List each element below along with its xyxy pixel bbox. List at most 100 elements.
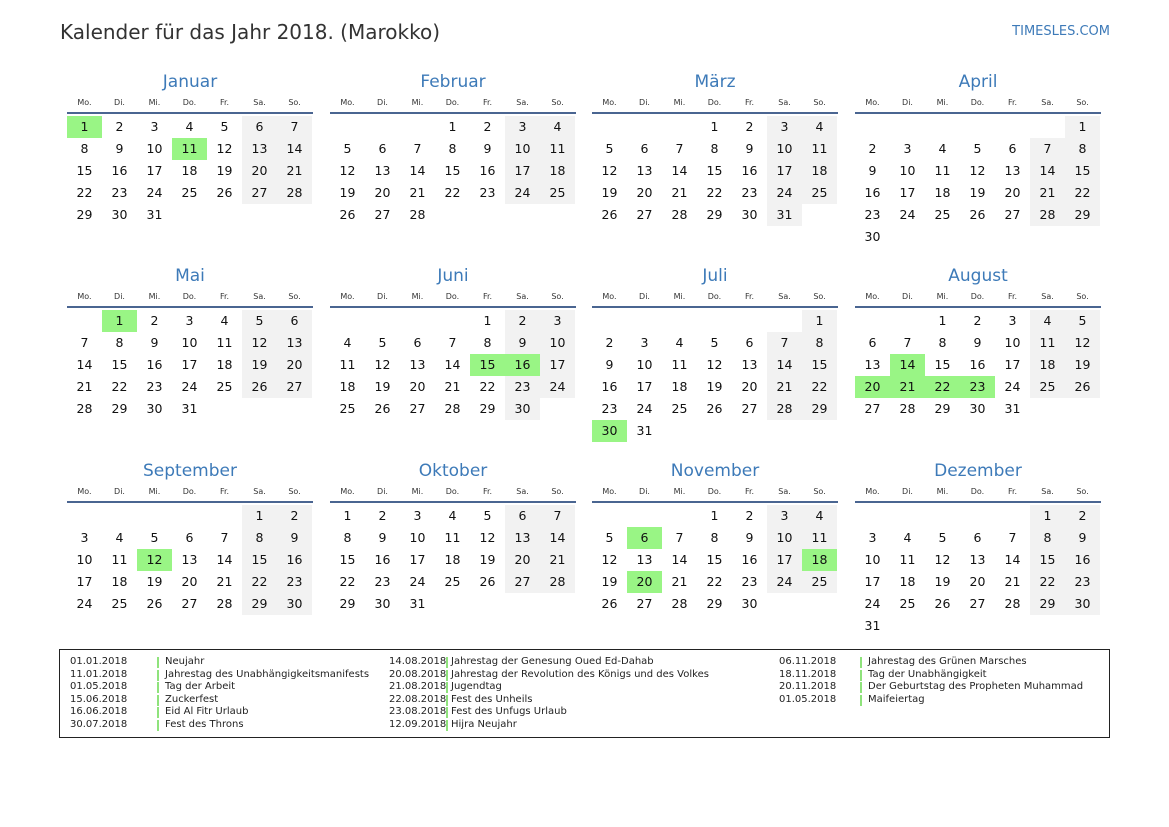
day-cell[interactable]: 2 (505, 310, 540, 332)
day-cell[interactable]: 4 (938, 141, 947, 156)
day-cell[interactable]: 11 (671, 357, 688, 372)
day-cell[interactable]: 13 (242, 138, 277, 160)
day-cell[interactable]: 27 (636, 207, 653, 222)
day-cell[interactable]: 7 (448, 335, 457, 350)
day-cell[interactable]: 12 (374, 357, 391, 372)
day-cell[interactable]: 11 (802, 527, 837, 549)
day-cell[interactable]: 10 (767, 138, 802, 160)
day-cell[interactable]: 3 (80, 530, 89, 545)
holiday-day-cell[interactable]: 21 (890, 376, 925, 398)
day-cell[interactable]: 9 (745, 141, 754, 156)
day-cell[interactable]: 10 (409, 530, 426, 545)
day-cell[interactable]: 14 (277, 138, 312, 160)
day-cell[interactable]: 4 (802, 116, 837, 138)
day-cell[interactable]: 22 (706, 185, 723, 200)
day-cell[interactable]: 25 (540, 182, 575, 204)
day-cell[interactable]: 22 (1030, 571, 1065, 593)
day-cell[interactable]: 12 (479, 530, 496, 545)
day-cell[interactable]: 27 (741, 401, 758, 416)
day-cell[interactable]: 15 (339, 552, 356, 567)
day-cell[interactable]: 3 (413, 508, 422, 523)
day-cell[interactable]: 9 (868, 163, 877, 178)
day-cell[interactable]: 5 (220, 119, 229, 134)
day-cell[interactable]: 24 (636, 401, 653, 416)
day-cell[interactable]: 24 (409, 574, 426, 589)
day-cell[interactable]: 31 (181, 401, 198, 416)
day-cell[interactable]: 16 (111, 163, 128, 178)
day-cell[interactable]: 17 (540, 354, 575, 376)
day-cell[interactable]: 9 (483, 141, 492, 156)
day-cell[interactable]: 2 (378, 508, 387, 523)
day-cell[interactable]: 24 (505, 182, 540, 204)
day-cell[interactable]: 10 (181, 335, 198, 350)
day-cell[interactable]: 1 (938, 313, 947, 328)
day-cell[interactable]: 2 (483, 119, 492, 134)
day-cell[interactable]: 23 (111, 185, 128, 200)
day-cell[interactable]: 29 (802, 398, 837, 420)
day-cell[interactable]: 19 (242, 354, 277, 376)
day-cell[interactable]: 16 (1065, 549, 1100, 571)
day-cell[interactable]: 19 (601, 185, 618, 200)
day-cell[interactable]: 2 (1065, 505, 1100, 527)
day-cell[interactable]: 5 (973, 141, 982, 156)
day-cell[interactable]: 4 (115, 530, 124, 545)
day-cell[interactable]: 1 (710, 119, 719, 134)
day-cell[interactable]: 2 (868, 141, 877, 156)
day-cell[interactable]: 5 (483, 508, 492, 523)
day-cell[interactable]: 8 (802, 332, 837, 354)
day-cell[interactable]: 2 (745, 508, 754, 523)
day-cell[interactable]: 28 (767, 398, 802, 420)
day-cell[interactable]: 7 (80, 335, 89, 350)
day-cell[interactable]: 18 (181, 163, 198, 178)
day-cell[interactable]: 16 (864, 185, 881, 200)
day-cell[interactable]: 28 (277, 182, 312, 204)
day-cell[interactable]: 27 (409, 401, 426, 416)
day-cell[interactable]: 26 (969, 207, 986, 222)
day-cell[interactable]: 21 (767, 376, 802, 398)
day-cell[interactable]: 8 (115, 335, 124, 350)
day-cell[interactable]: 26 (934, 596, 951, 611)
day-cell[interactable]: 20 (741, 379, 758, 394)
day-cell[interactable]: 23 (864, 207, 881, 222)
day-cell[interactable]: 3 (767, 505, 802, 527)
day-cell[interactable]: 5 (605, 141, 614, 156)
day-cell[interactable]: 25 (181, 185, 198, 200)
day-cell[interactable]: 30 (741, 207, 758, 222)
day-cell[interactable]: 9 (115, 141, 124, 156)
holiday-day-cell[interactable]: 20 (855, 376, 890, 398)
day-cell[interactable]: 15 (934, 357, 951, 372)
day-cell[interactable]: 10 (540, 332, 575, 354)
day-cell[interactable]: 4 (802, 505, 837, 527)
day-cell[interactable]: 7 (1030, 138, 1065, 160)
holiday-day-cell[interactable]: 16 (505, 354, 540, 376)
day-cell[interactable]: 1 (448, 119, 457, 134)
day-cell[interactable]: 24 (146, 185, 163, 200)
day-cell[interactable]: 22 (111, 379, 128, 394)
day-cell[interactable]: 30 (1065, 593, 1100, 615)
day-cell[interactable]: 4 (220, 313, 229, 328)
day-cell[interactable]: 15 (111, 357, 128, 372)
day-cell[interactable]: 17 (505, 160, 540, 182)
day-cell[interactable]: 21 (540, 549, 575, 571)
day-cell[interactable]: 17 (76, 574, 93, 589)
day-cell[interactable]: 11 (934, 163, 951, 178)
holiday-day-cell[interactable]: 15 (470, 354, 505, 376)
day-cell[interactable]: 29 (1065, 204, 1100, 226)
day-cell[interactable]: 12 (601, 163, 618, 178)
day-cell[interactable]: 3 (868, 530, 877, 545)
holiday-day-cell[interactable]: 20 (627, 571, 662, 593)
day-cell[interactable]: 4 (903, 530, 912, 545)
day-cell[interactable]: 7 (767, 332, 802, 354)
day-cell[interactable]: 30 (969, 401, 986, 416)
day-cell[interactable]: 1 (242, 505, 277, 527)
day-cell[interactable]: 16 (374, 552, 391, 567)
day-cell[interactable]: 29 (76, 207, 93, 222)
day-cell[interactable]: 26 (216, 185, 233, 200)
day-cell[interactable]: 30 (146, 401, 163, 416)
day-cell[interactable]: 17 (1004, 357, 1021, 372)
day-cell[interactable]: 6 (242, 116, 277, 138)
day-cell[interactable]: 29 (339, 596, 356, 611)
day-cell[interactable]: 17 (181, 357, 198, 372)
day-cell[interactable]: 9 (505, 332, 540, 354)
day-cell[interactable]: 11 (540, 138, 575, 160)
